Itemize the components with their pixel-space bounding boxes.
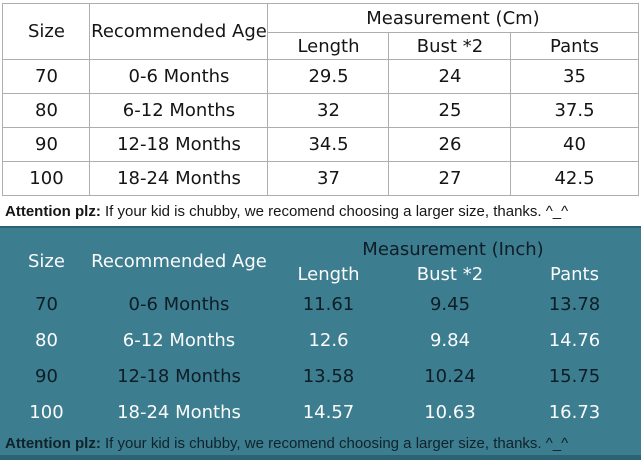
cm-cell-size: 70 [2,59,91,94]
inch-row-80: 80 6-12 Months 12.6 9.84 14.76 [3,322,638,358]
inch-measurement-section: Size Recommended Age Measurement (Inch) … [0,226,641,460]
inch-header-row-1: Size Recommended Age Measurement (Inch) [3,236,638,272]
cm-measurement-section: Size Recommended Age Measurement (Cm) Le… [0,3,641,226]
cm-header-length: Length [267,32,390,60]
cm-cell-length: 29.5 [267,59,390,94]
inch-cell-pants: 14.76 [548,329,601,351]
inch-cell-age: 6-12 Months [122,329,236,351]
attention-text: If your kid is chubby, we recomend choos… [100,202,569,220]
inch-header-age: Recommended Age [91,250,267,272]
inch-cell-bust: 10.63 [424,401,476,423]
cm-cell-bust: 27 [388,161,512,196]
inch-cell-bust: 10.24 [424,365,476,387]
inch-cell-pants: 15.75 [548,365,601,387]
inch-header-row-2: Length Bust *2 Pants [3,262,638,286]
inch-cell-pants: 16.73 [548,401,601,423]
inch-cell-length: 12.6 [308,329,349,351]
cm-header-row-2: Length Bust *2 Pants [3,32,639,60]
inch-header-bust: Bust *2 [416,263,484,285]
attention-label: Attention plz: [5,434,101,452]
inch-header-size: Size [28,250,65,272]
inch-cell-age: 12-18 Months [117,365,241,387]
cm-cell-bust: 25 [388,93,512,128]
inch-cell-size: 80 [35,329,58,351]
inch-cell-size: 90 [35,365,58,387]
inch-cell-length: 14.57 [302,401,355,423]
inch-cell-size: 100 [29,401,64,423]
cm-cell-pants: 40 [510,127,639,162]
cm-cell-length: 32 [267,93,390,128]
inch-cell-length: 11.61 [302,293,355,315]
cm-table-title: Measurement (Cm) [267,3,639,33]
cm-cell-size: 80 [2,93,91,128]
inch-row-100: 100 18-24 Months 14.57 10.63 16.73 [3,394,638,430]
inch-row-90: 90 12-18 Months 13.58 10.24 15.75 [3,358,638,394]
inch-header-pants: Pants [550,263,599,285]
cm-cell-age: 6-12 Months [89,93,269,128]
cm-row-80: 80 6-12 Months 32 25 37.5 [2,93,639,128]
cm-attention-note: Attention plz: If your kid is chubby, we… [0,196,641,226]
cm-row-70: 70 0-6 Months 29.5 24 35 [2,59,639,94]
cm-cell-pants: 42.5 [510,161,639,196]
cm-cell-size: 90 [2,127,91,162]
cm-measurement-table: Size Recommended Age Measurement (Cm) Le… [2,3,639,196]
cm-header-age: Recommended Age [89,3,269,60]
inch-cell-size: 70 [35,293,58,315]
inch-cell-bust: 9.84 [429,329,471,351]
cm-cell-age: 12-18 Months [89,127,269,162]
inch-cell-bust: 9.45 [429,293,471,315]
inch-cell-age: 0-6 Months [128,293,230,315]
attention-text: If your kid is chubby, we recomend choos… [100,434,569,452]
size-chart-page: Size Recommended Age Measurement (Cm) Le… [0,3,641,462]
cm-cell-size: 100 [2,161,91,196]
cm-cell-bust: 24 [388,59,512,94]
inch-measurement-table: Size Recommended Age Measurement (Inch) … [3,236,638,430]
cm-row-90: 90 12-18 Months 34.5 26 40 [2,127,639,162]
cm-cell-age: 0-6 Months [89,59,269,94]
cm-row-100: 100 18-24 Months 37 27 42.5 [2,161,639,196]
cm-header-pants: Pants [510,32,639,60]
inch-cell-pants: 13.78 [548,293,601,315]
cm-cell-age: 18-24 Months [89,161,269,196]
inch-header-length: Length [297,263,360,285]
cm-cell-length: 34.5 [267,127,390,162]
inch-attention-note: Attention plz: If your kid is chubby, we… [0,430,641,456]
inch-row-70: 70 0-6 Months 11.61 9.45 13.78 [3,286,638,322]
cm-cell-length: 37 [267,161,390,196]
inch-cell-age: 18-24 Months [117,401,241,423]
cm-cell-bust: 26 [388,127,512,162]
cm-cell-pants: 37.5 [510,93,639,128]
cm-header-bust: Bust *2 [388,32,512,60]
attention-label: Attention plz: [5,202,101,220]
cm-header-size: Size [2,3,91,60]
cm-header-row-1: Size Recommended Age Measurement (Cm) [2,3,639,60]
inch-cell-length: 13.58 [302,365,355,387]
inch-table-title: Measurement (Inch) [362,238,544,260]
cm-cell-pants: 35 [510,59,639,94]
